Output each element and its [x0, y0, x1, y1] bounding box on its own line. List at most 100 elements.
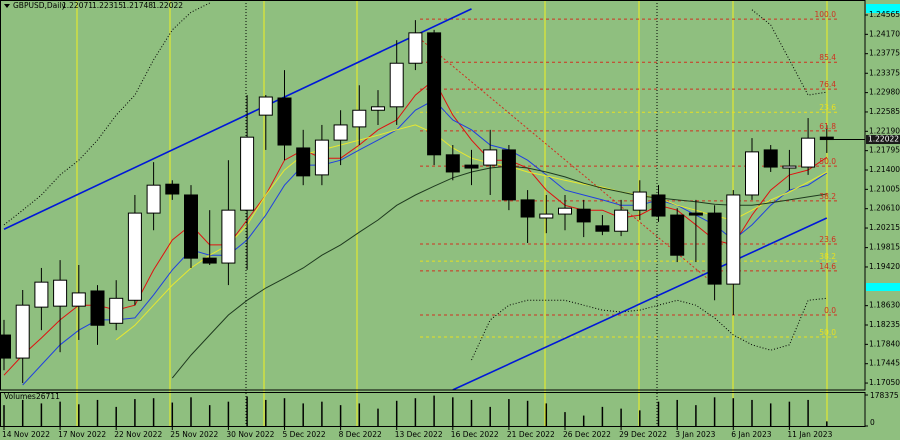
x-tick-label: 11 Jan 2023: [787, 430, 832, 439]
candle-body: [127, 212, 142, 301]
y-tick-label: 1.21400: [869, 165, 900, 174]
indicator-line: [171, 165, 827, 379]
candle-body: [165, 183, 180, 195]
menu-arrow: [4, 4, 10, 8]
volume-current: 26711: [36, 392, 60, 401]
candle-body: [184, 194, 198, 259]
y-tick-label: 1.19815: [869, 243, 900, 252]
candle-body: [277, 97, 292, 146]
candle-body: [34, 281, 49, 308]
candle-body: [109, 297, 124, 324]
candle-body: [651, 194, 666, 217]
candle-body: [745, 151, 759, 196]
y-tick-label: 1.20215: [869, 223, 900, 232]
y-tick-label: 1.19420: [869, 262, 900, 271]
candle-body: [71, 292, 86, 307]
y-tick-label: 1.23375: [869, 68, 900, 77]
x-tick-label: 16 Dec 2022: [451, 430, 499, 439]
y-tick-label: 1.18630: [869, 301, 900, 310]
x-tick-label: 5 Dec 2022: [283, 430, 326, 439]
candle-body: [240, 136, 255, 211]
x-tick-label: 3 Jan 2023: [675, 430, 715, 439]
volume-tick-label: 0: [870, 418, 875, 427]
y-tick-label: 1.23775: [869, 49, 900, 58]
volume-frame: [0, 392, 866, 427]
x-tick-label: 26 Dec 2022: [563, 430, 611, 439]
fib-anchor: [412, 32, 715, 285]
current-price-box: [866, 135, 900, 145]
header-open: 1.22071: [62, 1, 93, 10]
y-tick-label: 1.22190: [869, 126, 900, 135]
y-tick-label: 1.17050: [869, 378, 900, 387]
x-tick-label: 6 Jan 2023: [731, 430, 771, 439]
y-tick-label: 1.24170: [869, 29, 900, 38]
fib-label: 50.0: [819, 328, 836, 337]
plot-frame: [0, 0, 866, 391]
x-tick-label: 22 Nov 2022: [114, 430, 162, 439]
candle-body: [539, 213, 554, 219]
indicator-line: [3, 2, 827, 226]
header-high: 1.22315: [92, 1, 123, 10]
x-tick-label: 29 Dec 2022: [619, 430, 667, 439]
candle-body: [782, 165, 797, 169]
candle-body: [632, 191, 647, 211]
x-tick-label: 21 Dec 2022: [507, 430, 555, 439]
y-tick-label: 1.18235: [869, 320, 900, 329]
fib-label: 85.4: [819, 53, 836, 62]
fib-label: 61.8: [819, 122, 836, 131]
candle-body: [333, 124, 348, 141]
trendline: [452, 217, 828, 390]
y-tick-label: 1.17445: [869, 359, 900, 368]
candle-body: [501, 149, 516, 201]
candle-body: [445, 154, 460, 173]
candle-body: [688, 212, 703, 216]
current-price-label: 1.22022: [868, 135, 899, 144]
candle-body: [258, 96, 273, 116]
fib-label: 76.4: [819, 80, 836, 89]
candle-body: [558, 207, 572, 215]
chart-title: GBPUSD,Daily: [13, 1, 66, 10]
candle-body: [483, 149, 498, 166]
fib-label: 38.2: [819, 252, 836, 261]
candle-body: [726, 194, 741, 285]
plot: [0, 2, 838, 390]
candle-body: [314, 139, 329, 176]
fib-label: 23.6: [819, 235, 836, 244]
fib-label: 38.2: [819, 192, 836, 201]
indicator-line: [471, 297, 827, 361]
volume-tick-label: 178375: [870, 391, 899, 400]
candle-body: [53, 279, 68, 307]
alert-marker: [866, 283, 900, 291]
candle-body: [15, 304, 30, 359]
x-tick-label: 8 Dec 2022: [339, 430, 382, 439]
candle-body: [371, 106, 385, 111]
candle-body: [464, 164, 479, 169]
fib-label: 50.0: [819, 157, 836, 166]
x-tick-label: 14 Nov 2022: [2, 430, 50, 439]
candle-body: [427, 32, 442, 156]
candle-body: [670, 214, 685, 256]
candle-body: [90, 290, 105, 326]
candle-body: [0, 334, 11, 359]
candle-body: [408, 32, 423, 64]
candle-body: [352, 109, 367, 128]
alert-marker: [866, 4, 900, 13]
header-low: 1.21748: [122, 1, 153, 10]
candle-body: [763, 149, 778, 168]
candle-body: [520, 199, 535, 218]
x-tick-label: 30 Nov 2022: [226, 430, 274, 439]
fib-label: 0.0: [824, 306, 836, 315]
candle-body: [202, 257, 217, 264]
x-tick-label: 17 Nov 2022: [58, 430, 106, 439]
candle-body: [801, 137, 816, 168]
candle-body: [146, 184, 161, 214]
fib-label: 23.6: [819, 103, 836, 112]
x-tick-label: 13 Dec 2022: [395, 430, 443, 439]
candle-body: [707, 212, 722, 285]
y-tick-label: 1.21795: [869, 146, 900, 155]
candle-body: [576, 208, 591, 223]
y-tick-label: 1.24565: [869, 10, 900, 19]
trendline: [3, 8, 472, 230]
